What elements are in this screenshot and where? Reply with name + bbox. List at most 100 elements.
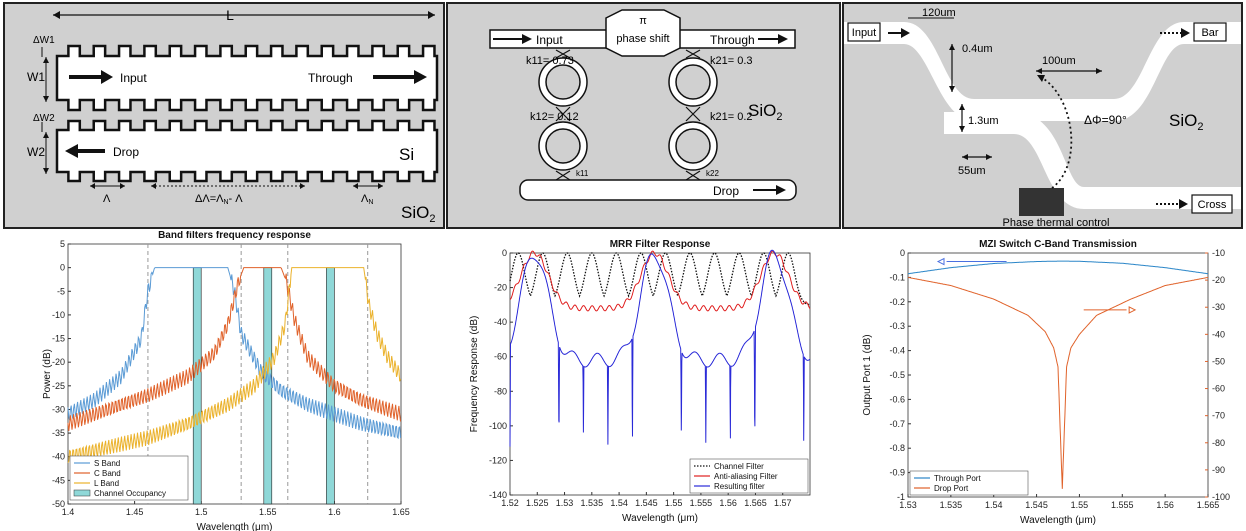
x-tick-label: 1.56 (719, 498, 737, 508)
legend-swatch (73, 489, 91, 497)
x-tick-label: 1.565 (744, 498, 767, 508)
y-tick-label: 0 (60, 263, 65, 273)
dim-04um: 0.4um (962, 43, 993, 55)
dw2-label: ΔW2 (33, 113, 55, 124)
dim-100um: 100um (1042, 55, 1076, 67)
drop-label-b: Drop (713, 184, 739, 198)
k12-label: k12= 0.12 (530, 111, 579, 123)
y-tick-label: -0.4 (889, 346, 905, 356)
input-label-c: Input (852, 27, 876, 39)
legend-entry: Through Port (934, 474, 981, 483)
x-tick-label: 1.56 (1156, 500, 1174, 510)
y-tick-label: -1 (897, 492, 905, 502)
x-tick-label: 1.65 (392, 507, 410, 517)
grating-diagram: L ΔW1 W1 ΔW2 W2 Input Through Drop Si Λ (27, 7, 439, 225)
si-label: Si (399, 145, 414, 164)
y2-tick-label: -100 (1212, 492, 1230, 502)
y-tick-label: 0 (900, 248, 905, 258)
series-line-1 (509, 250, 811, 312)
upper-mzi-arm (844, 22, 1241, 121)
y-tick-label: -0.9 (889, 468, 905, 478)
thermal-heater (1019, 188, 1064, 216)
y2-tick-label: -60 (1212, 384, 1225, 394)
x-tick-label: 1.55 (665, 498, 683, 508)
y-tick-label: -5 (57, 286, 65, 296)
upper-grating-waveguide (55, 44, 439, 112)
k22-label: k21= 0.2 (710, 111, 753, 123)
legend-box (909, 470, 1029, 496)
cross-label: Cross (1198, 199, 1227, 211)
x-tick-label: 1.54 (610, 498, 628, 508)
x-tick-label: 1.555 (1111, 500, 1134, 510)
y2-tick-label: -70 (1212, 411, 1225, 421)
band-filter-chart: Band filters frequency response Wavelengt… (42, 231, 410, 531)
y-tick-label: -60 (494, 352, 507, 362)
y-tick-label: -10 (52, 310, 65, 320)
legend-entry: L Band (94, 479, 119, 488)
y-tick-label: -15 (52, 334, 65, 344)
y-tick-label: -20 (494, 283, 507, 293)
y-tick-label: -140 (489, 490, 507, 500)
x-tick-label: 1.55 (259, 507, 277, 517)
legend-entry: S Band (94, 459, 120, 468)
length-label: L (226, 7, 234, 23)
through-label-b: Through (710, 33, 755, 47)
bar-box (1193, 22, 1227, 42)
x-tick-label: 1.53 (556, 498, 574, 508)
mrr-filter-chart: MRR Filter Response Wavelength (μm) 1.52 1.… (469, 239, 811, 524)
y-tick-label: -0.5 (889, 370, 905, 380)
y-tick-label: -50 (52, 499, 65, 509)
dim-120um: 120um (922, 7, 956, 19)
x-axis-label: Wavelength (μm) (197, 522, 273, 531)
series-line-1 (67, 267, 401, 431)
period-label: Λ (103, 193, 111, 205)
y2-tick-label: -50 (1212, 356, 1225, 366)
x-tick-label: 1.525 (526, 498, 549, 508)
y-axis-label: Power (dB) (42, 349, 53, 399)
dw1-label: ΔW1 (33, 35, 55, 46)
pi-label: π (639, 15, 647, 27)
ring-3 (668, 57, 718, 107)
x-axis-label: Wavelength (μm) (1020, 515, 1096, 526)
k11-label: k11= 0.73 (526, 55, 574, 67)
chart-title: MZI Switch C-Band Transmission (979, 239, 1137, 250)
cross-box (1191, 194, 1233, 214)
y-tick-label: -20 (52, 357, 65, 367)
x-tick-label: 1.545 (635, 498, 658, 508)
y2-tick-label: -80 (1212, 438, 1225, 448)
ring-1 (538, 57, 588, 107)
input-label-b: Input (536, 33, 563, 47)
y-tick-label: -0.1 (889, 272, 905, 282)
y-tick-label: -40 (494, 317, 507, 327)
ring-2 (538, 121, 588, 171)
coupler-marks (555, 49, 701, 181)
plot-area (509, 252, 811, 496)
lower-grating-waveguide (55, 119, 439, 183)
x-tick-label: 1.555 (690, 498, 713, 508)
x-tick-label: 1.57 (774, 498, 792, 508)
phase-label: ΔΦ=90° (1084, 113, 1127, 127)
x-tick-label: 1.535 (581, 498, 604, 508)
y2-tick-label: -90 (1212, 465, 1225, 475)
y-axis-label: Frequency Response (dB) (469, 316, 480, 433)
dim-55um: 55um (958, 165, 986, 177)
y2-tick-label: -30 (1212, 302, 1225, 312)
ring-diagram: π phase shift Input Through Drop k11= 0.… (489, 9, 797, 201)
x-tick-label: 1.545 (1025, 500, 1048, 510)
x-tick-label: 1.53 (899, 500, 917, 510)
delta-period-label: ΔΛ=ΛN- Λ (195, 193, 243, 206)
grating-diagram-panel: L ΔW1 W1 ΔW2 W2 Input Through Drop Si Λ (3, 2, 445, 229)
series-line-1 (907, 276, 1209, 489)
series-line-0 (908, 260, 1208, 275)
input-label: Input (120, 71, 147, 85)
legend-entry: Resulting filter (714, 482, 765, 491)
x-tick-label: 1.4 (62, 507, 75, 517)
x-tick-label: 1.52 (501, 498, 519, 508)
sio2-label-a: SiO2 (401, 203, 435, 225)
w2-label: W2 (27, 145, 45, 159)
channel-occupancy-bar (263, 267, 273, 505)
thermal-label: Phase thermal control (1003, 217, 1110, 227)
y2-tick-label: -40 (1212, 329, 1225, 339)
last-period-label: ΛN (361, 193, 373, 206)
input-box (847, 22, 881, 42)
